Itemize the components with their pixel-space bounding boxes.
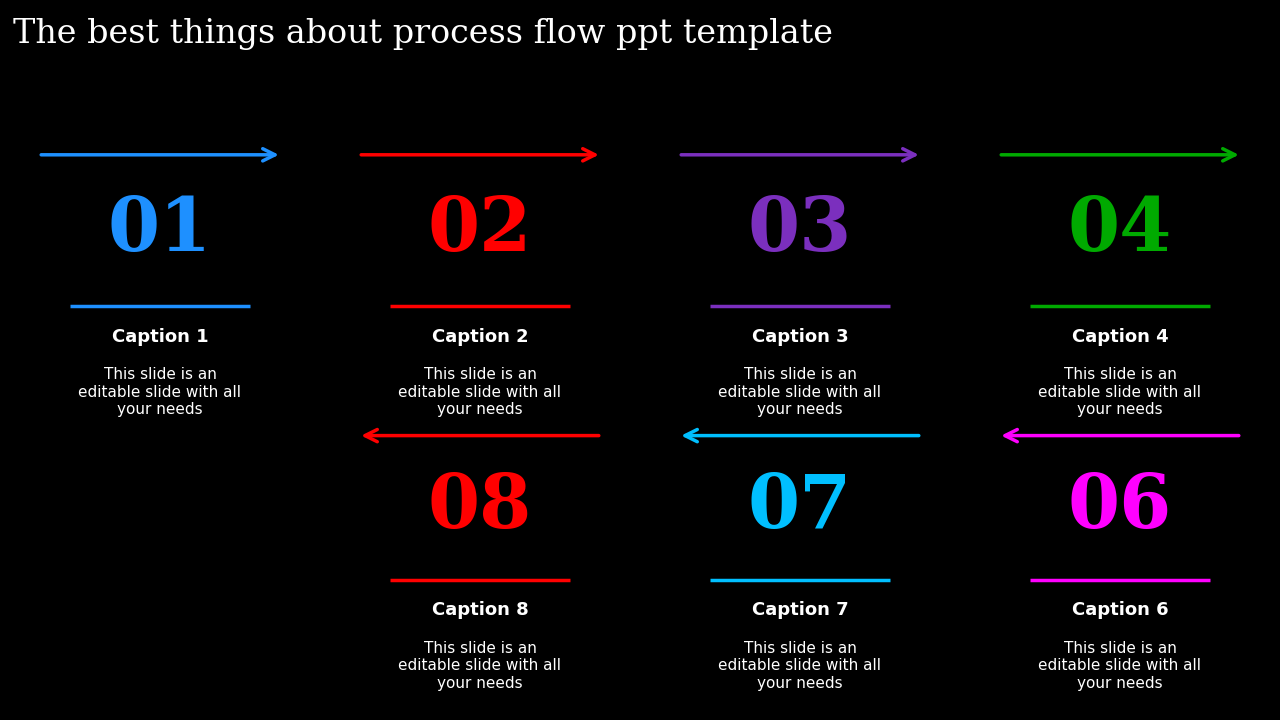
Text: This slide is an
editable slide with all
your needs: This slide is an editable slide with all… (1038, 367, 1202, 417)
Text: 04: 04 (1068, 194, 1172, 267)
Text: Caption 8: Caption 8 (431, 601, 529, 619)
Text: This slide is an
editable slide with all
your needs: This slide is an editable slide with all… (1038, 641, 1202, 690)
Text: Caption 4: Caption 4 (1071, 328, 1169, 346)
Text: 02: 02 (428, 194, 532, 267)
Text: Caption 2: Caption 2 (431, 328, 529, 346)
Text: This slide is an
editable slide with all
your needs: This slide is an editable slide with all… (718, 367, 882, 417)
Text: The best things about process flow ppt template: The best things about process flow ppt t… (13, 18, 833, 50)
Text: 01: 01 (108, 194, 212, 267)
Text: Caption 3: Caption 3 (751, 328, 849, 346)
Text: Caption 1: Caption 1 (111, 328, 209, 346)
Text: 08: 08 (428, 471, 532, 544)
Text: Caption 6: Caption 6 (1071, 601, 1169, 619)
Text: This slide is an
editable slide with all
your needs: This slide is an editable slide with all… (398, 367, 562, 417)
Text: This slide is an
editable slide with all
your needs: This slide is an editable slide with all… (78, 367, 242, 417)
Text: 06: 06 (1068, 471, 1172, 544)
Text: This slide is an
editable slide with all
your needs: This slide is an editable slide with all… (718, 641, 882, 690)
Text: 07: 07 (748, 471, 852, 544)
Text: This slide is an
editable slide with all
your needs: This slide is an editable slide with all… (398, 641, 562, 690)
Text: Caption 7: Caption 7 (751, 601, 849, 619)
Text: 03: 03 (748, 194, 852, 267)
